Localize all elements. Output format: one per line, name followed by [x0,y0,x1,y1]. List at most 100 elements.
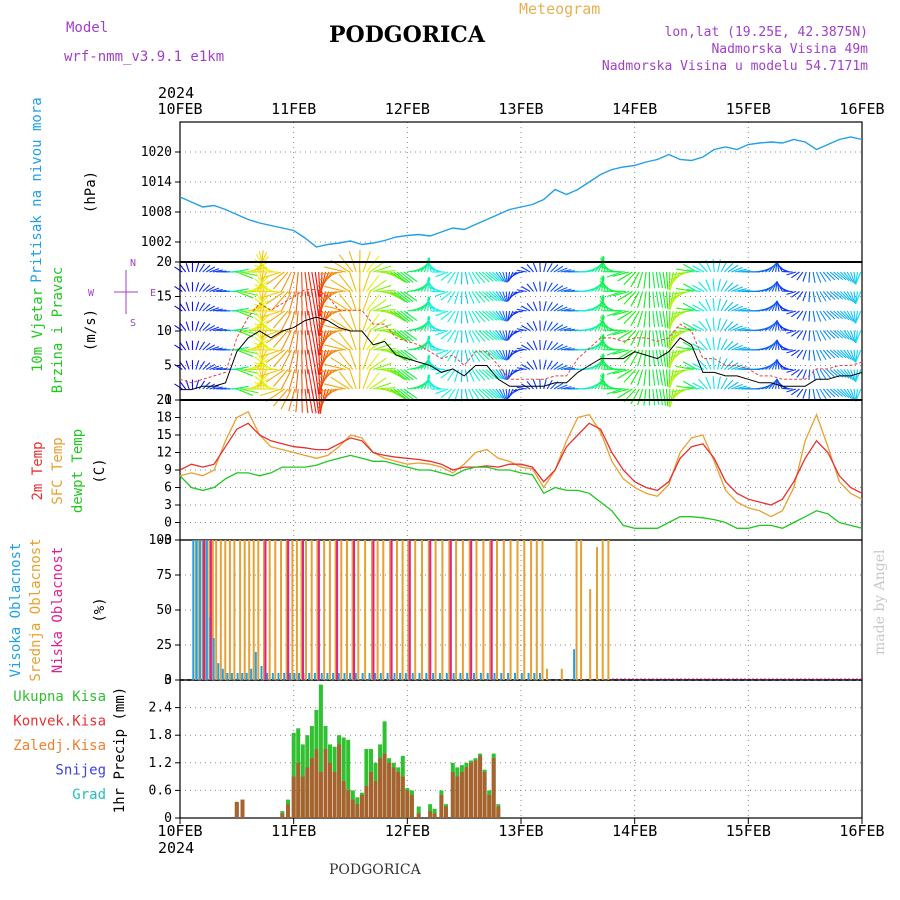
wind-label-2: Brzina i Pravac [50,267,66,393]
precip-convective-bar [323,749,328,818]
wind-arrow [373,265,392,273]
wind-arrow [396,330,411,342]
wind-arrow [507,388,511,399]
wind-arrow [643,291,647,309]
precip-convective-bar [473,760,478,818]
wind-arrow [320,388,343,392]
cloud-mid-bar [601,540,604,680]
wind-arrow [440,388,453,398]
year-label-top: 2024 [158,84,194,102]
wind-compass-icon: W N E S [88,258,156,329]
wind-arrow [179,381,187,390]
wind-arrow [833,291,844,300]
wind-arrow [665,310,669,329]
wind-arrow [212,366,223,371]
wind-arrow [260,349,282,358]
wind-arrow [560,386,572,390]
wind-arrow [560,269,572,273]
wind-arrow [498,310,506,322]
wind-arrow [557,345,568,351]
cloud-mid-bar [389,540,392,680]
wind-arrow [826,349,836,359]
wind-arrow [731,383,743,390]
wind-arrow [705,279,712,292]
wind-arrow [304,349,309,375]
wind-arrow [304,369,309,394]
wind-arrow [338,293,354,312]
wind-arrow [560,347,572,351]
wind-arrow [475,369,486,381]
wind-arrow [502,271,507,283]
wind-arrow [435,329,449,336]
wind-arrow [288,369,296,392]
wind-arrow [507,349,511,360]
cloud-high-bar [192,540,195,680]
wind-arrow [295,271,299,296]
wind-arrow [727,303,739,312]
wind-arrow [348,348,357,370]
cloud-mid-bar [509,540,512,680]
y-tick-label: 1014 [141,175,172,190]
precip-convective-bar [444,806,448,818]
precip-convective-bar [387,762,392,818]
cloud-low-bar [336,540,339,680]
precip-convective-bar [428,811,433,818]
wind-arrow [338,273,354,292]
wind-arrow [637,271,644,289]
cloud-mid-bar [257,540,260,680]
precip-convective-bar [359,795,364,818]
wind-arrow [532,281,538,292]
wind-arrow [606,290,623,298]
wind-arrow [698,379,708,390]
wind-arrow [731,325,743,332]
wind-arrow [643,271,647,289]
precip-convective-bar [432,813,437,818]
wind-arrow [637,330,644,347]
wind-arrow [369,377,387,390]
wind-arrow [606,310,623,317]
wind-arrow [454,349,460,363]
wind-arrow [338,254,354,273]
wind-arrow [637,291,644,308]
wind-arrow [643,369,647,387]
wind-arrow [174,383,183,390]
wind-arrow [822,369,832,379]
wind-arrow [492,271,502,282]
wind-arrow [260,388,282,397]
wind-arrow [403,330,418,341]
wind-arrow [468,291,475,304]
cloud-mid-bar [496,540,498,680]
wind-arrow [612,310,630,316]
wind-arrow [553,285,564,292]
wind-arrow [471,310,481,323]
wind-arrow [365,352,380,370]
wind-arrow [185,321,190,331]
wind-arrow [808,310,811,322]
wind-arrow [440,271,453,281]
wind-arrow [771,281,778,292]
cloud-high-bar [486,673,489,680]
wind-arrow [652,349,656,367]
elevation-label: Nadmorska Visina 49m [711,42,868,57]
cloud-high-bar [241,673,244,680]
wind-arrow [662,349,667,367]
wind-arrow [508,369,514,379]
precip-convective-bar [400,776,405,818]
precip-legend-item: Ukupna Kisa [13,689,106,705]
wind-arrow [543,262,547,273]
wind-arrow [202,303,211,312]
wind-arrow [516,269,527,273]
wind-arrow [314,388,320,414]
wind-arrow [475,349,486,362]
wind-arrow [260,368,282,377]
wind-arrow [686,308,701,312]
wind-arrow [560,366,572,371]
wind-arrow [539,300,541,312]
wind-arrow [338,371,354,390]
wind-arrow [240,388,259,394]
cloud-low-bar [203,540,206,680]
wind-arrow [202,323,211,331]
wind-arrow [826,271,836,281]
wind-arrow [822,271,832,282]
